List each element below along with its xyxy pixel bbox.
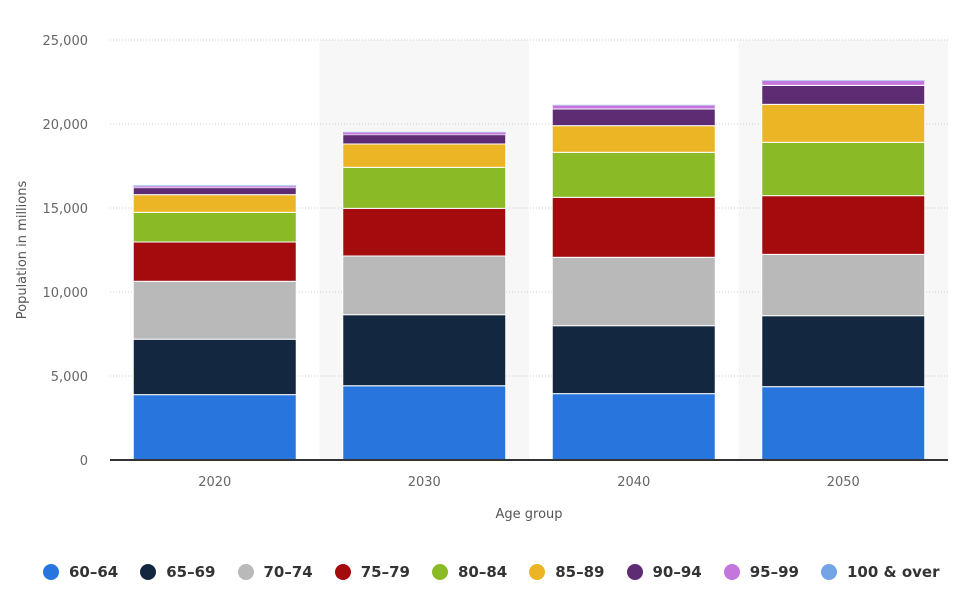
bar-segment[interactable] [132, 187, 297, 196]
bar-segment[interactable] [761, 386, 926, 461]
bar-segment[interactable] [342, 166, 507, 209]
bar-segment[interactable] [132, 280, 297, 340]
y-tick-label: 25,000 [43, 34, 89, 49]
bar-segment[interactable] [342, 131, 506, 133]
bar-segment[interactable] [132, 194, 297, 213]
x-tick-label: 2040 [617, 475, 650, 490]
bar-segment[interactable] [132, 338, 297, 396]
legend-item[interactable]: 65–69 [137, 563, 216, 581]
x-tick-label: 2050 [827, 475, 860, 490]
bar-segment[interactable] [132, 211, 297, 243]
y-tick-label: 0 [80, 454, 88, 469]
bar-segment[interactable] [342, 314, 507, 387]
y-axis-title: Population in millions [15, 181, 30, 320]
legend-label: 85–89 [555, 563, 605, 581]
legend-dot-icon [334, 564, 351, 580]
bar-stack-2020 [132, 185, 297, 461]
bar-segment[interactable] [551, 151, 716, 198]
legend-label: 60–64 [69, 563, 119, 581]
bar-stack-2030 [342, 131, 507, 461]
bar-segment[interactable] [551, 125, 716, 153]
x-tick-label: 2020 [198, 475, 231, 490]
legend-item[interactable]: 60–64 [40, 563, 118, 581]
legend-dot-icon [529, 564, 546, 580]
bar-segment[interactable] [133, 185, 297, 187]
legend-item[interactable]: 70–74 [235, 563, 313, 581]
y-tick-label: 10,000 [43, 286, 89, 301]
bar-segment[interactable] [132, 241, 297, 282]
x-axis-ticks: 2020 2030 2040 2050 [198, 475, 860, 490]
legend-dot-icon [821, 564, 837, 580]
bar-segment[interactable] [761, 315, 926, 388]
bars [132, 79, 926, 461]
legend-dot-icon [140, 564, 157, 580]
bar-segment[interactable] [551, 108, 716, 127]
y-tick-label: 20,000 [43, 118, 89, 133]
legend-label: 100 & over [847, 563, 940, 581]
bar-segment[interactable] [761, 253, 926, 317]
legend-item[interactable]: 95–99 [721, 563, 799, 581]
bar-segment[interactable] [342, 207, 507, 257]
bar-segment[interactable] [342, 134, 507, 145]
bar-stack-2040 [551, 104, 716, 461]
bar-segment[interactable] [551, 325, 716, 395]
legend-dot-icon [43, 564, 59, 580]
y-axis-ticks: 0 5,000 10,000 15,000 20,000 25,000 [43, 34, 89, 469]
bar-segment[interactable] [551, 196, 716, 258]
legend-label: 95–99 [749, 563, 799, 581]
bar-segment[interactable] [551, 393, 716, 461]
bar-segment[interactable] [342, 143, 507, 168]
legend-dot-icon [432, 564, 448, 580]
legend-item[interactable]: 85–89 [526, 563, 605, 581]
legend-label: 75–79 [360, 563, 410, 581]
bar-segment[interactable] [551, 256, 716, 327]
legend-label: 80–84 [458, 563, 508, 581]
legend-item[interactable]: 100 & over [818, 563, 940, 581]
bar-segment[interactable] [132, 394, 297, 461]
legend-dot-icon [626, 564, 643, 580]
legend-item[interactable]: 80–84 [429, 563, 507, 581]
bar-segment[interactable] [551, 104, 716, 110]
bar-segment[interactable] [761, 79, 926, 86]
bar-segment[interactable] [761, 84, 926, 105]
legend-label: 90–94 [652, 563, 702, 581]
x-tick-label: 2030 [408, 475, 441, 490]
y-tick-label: 15,000 [43, 202, 89, 217]
bar-segment[interactable] [552, 104, 716, 106]
bar-segment[interactable] [342, 385, 507, 461]
legend-item[interactable]: 75–79 [332, 563, 410, 581]
y-tick-label: 5,000 [51, 370, 88, 385]
bar-segment[interactable] [761, 79, 925, 81]
legend: 60–64 65–69 70–74 75–79 80–84 85–89 90–94 95–99… [40, 559, 956, 585]
bar-segment[interactable] [342, 255, 507, 316]
legend-label: 70–74 [263, 563, 313, 581]
bar-segment[interactable] [761, 195, 926, 255]
legend-item[interactable]: 90–94 [624, 563, 702, 581]
x-axis-title: Age group [495, 507, 562, 522]
bar-stack-2050 [761, 79, 926, 461]
bar-segment[interactable] [761, 141, 926, 197]
legend-dot-icon [237, 564, 254, 580]
legend-dot-icon [723, 564, 740, 580]
bar-segment[interactable] [761, 103, 926, 143]
legend-label: 65–69 [166, 563, 216, 581]
